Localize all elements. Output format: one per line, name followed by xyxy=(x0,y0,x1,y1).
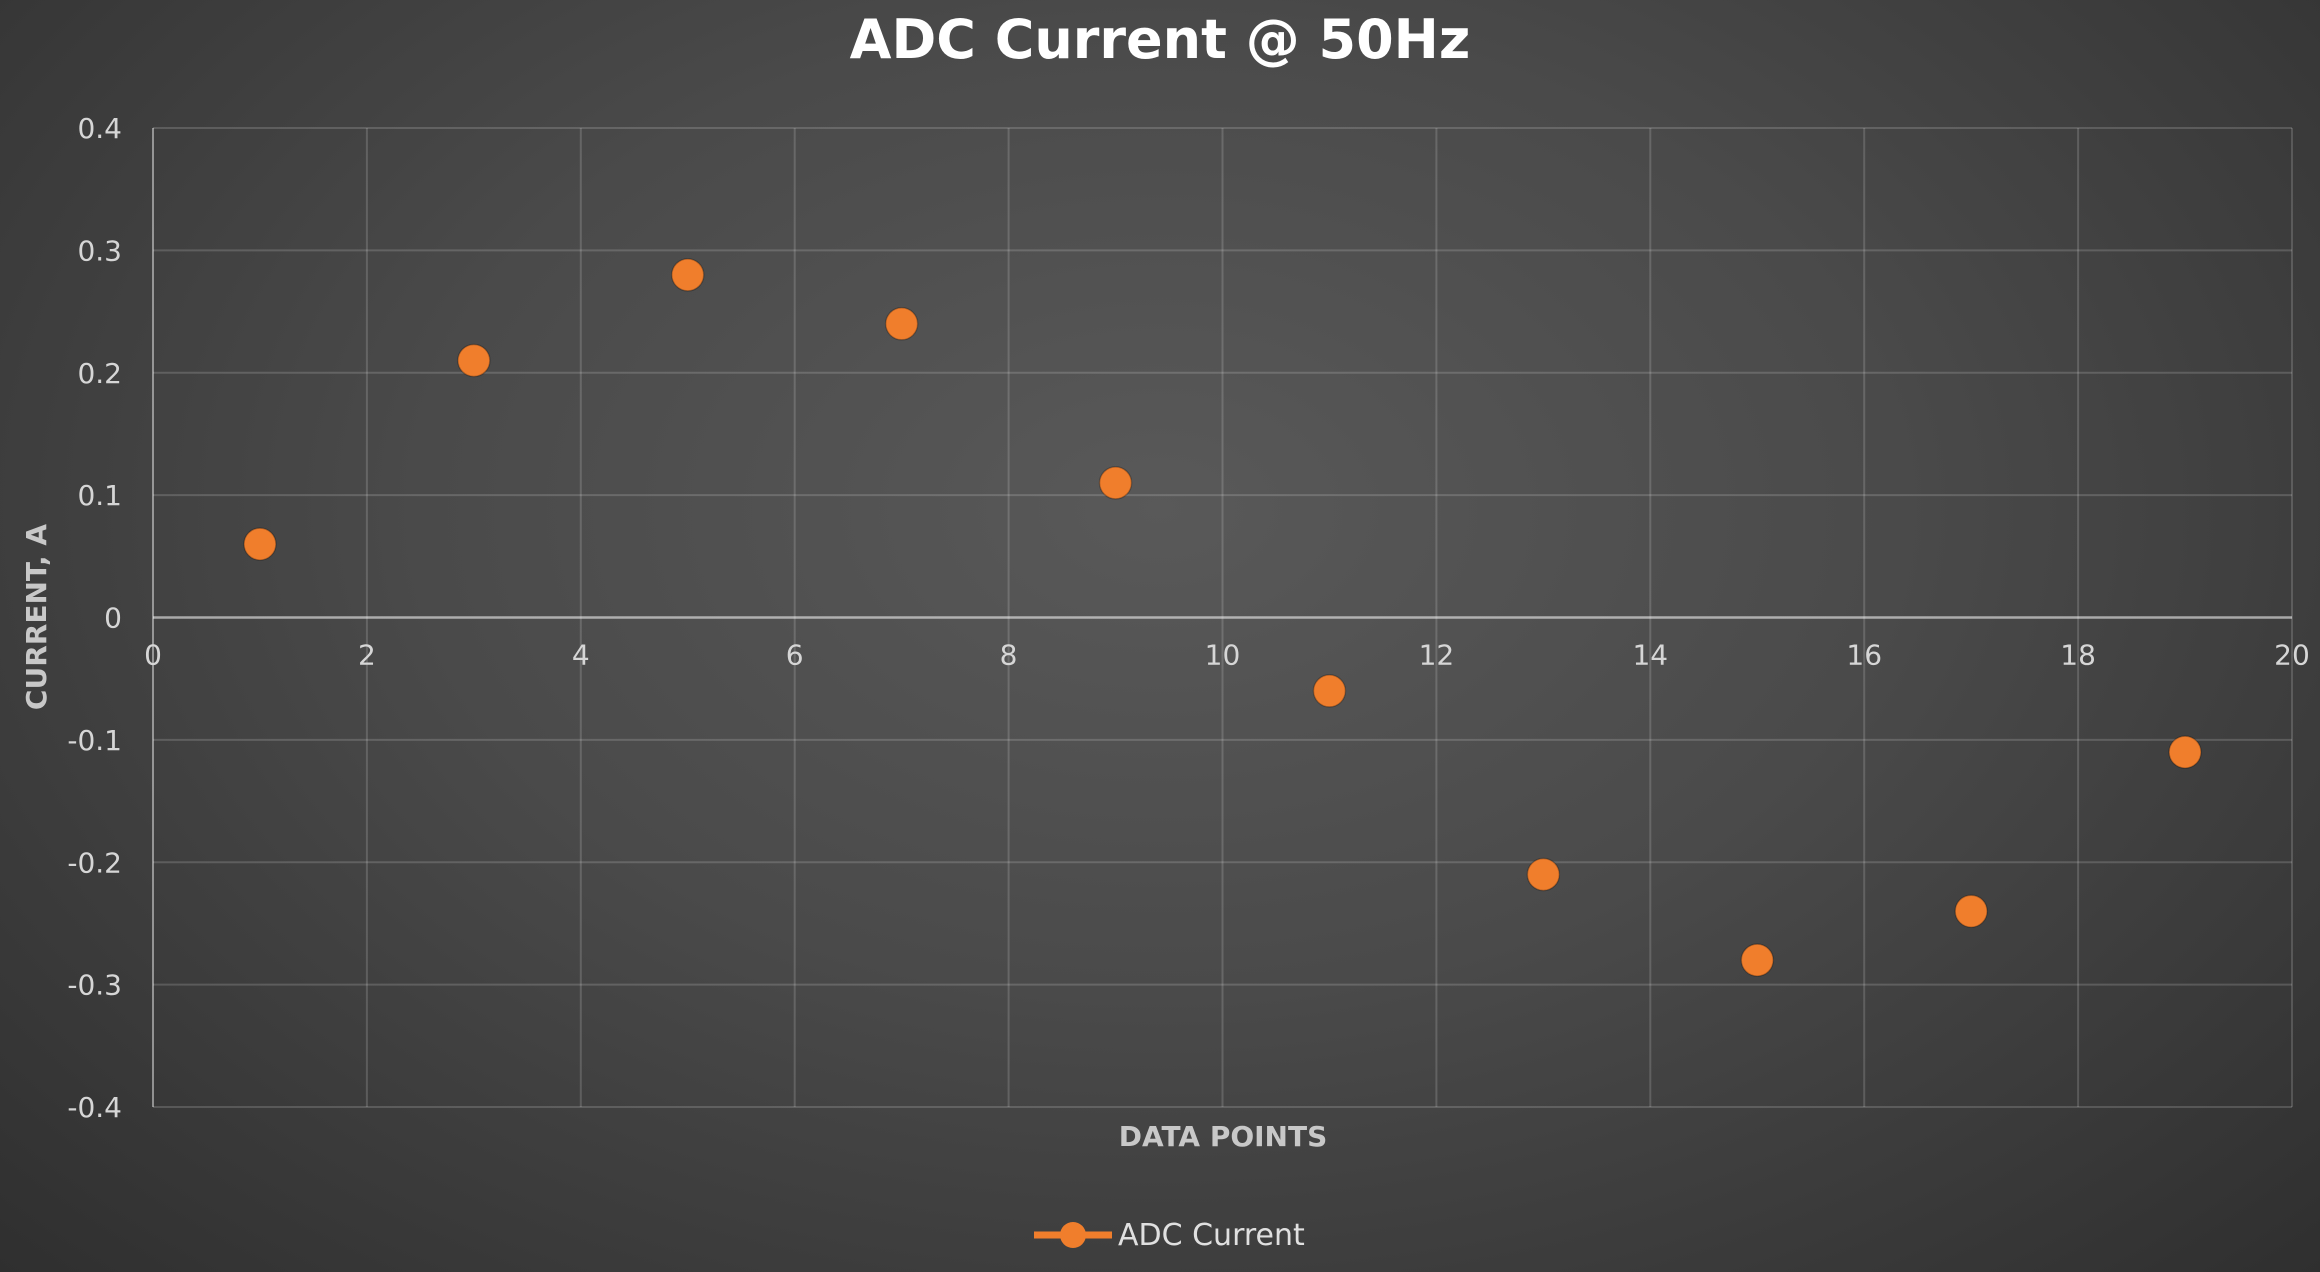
y-tick-label: -0.3 xyxy=(67,969,122,1002)
y-tick-label: 0.4 xyxy=(77,112,122,145)
x-axis-title: DATA POINTS xyxy=(1119,1120,1328,1153)
legend-label: ADC Current xyxy=(1118,1218,1305,1253)
y-tick-label: -0.4 xyxy=(67,1091,122,1124)
y-tick-label: -0.1 xyxy=(67,724,122,757)
data-point[interactable] xyxy=(1740,943,1774,977)
data-point[interactable] xyxy=(457,343,491,378)
y-axis-title: CURRENT, A xyxy=(20,524,53,710)
x-tick-label: 16 xyxy=(1846,639,1882,672)
x-tick-label: 2 xyxy=(358,639,376,672)
legend-marker-icon xyxy=(1060,1222,1086,1248)
x-tick-label: 6 xyxy=(786,639,804,672)
x-tick-labels: 0 2 4 6 8 10 12 14 16 18 20 xyxy=(144,639,2310,672)
data-point[interactable] xyxy=(2168,735,2202,769)
data-point[interactable] xyxy=(1526,857,1561,892)
data-point[interactable] xyxy=(243,527,277,561)
y-tick-label: 0.3 xyxy=(77,234,122,267)
y-tick-label: 0 xyxy=(104,602,122,635)
x-tick-label: 20 xyxy=(2274,639,2310,672)
y-tick-labels: 0.4 0.3 0.2 0.1 0 -0.1 -0.2 -0.3 -0.4 xyxy=(67,112,122,1124)
x-tick-label: 4 xyxy=(572,639,590,672)
data-point[interactable] xyxy=(671,258,705,292)
x-tick-label: 18 xyxy=(2060,639,2096,672)
chart-title: ADC Current @ 50Hz xyxy=(850,8,1471,71)
x-tick-label: 0 xyxy=(144,639,162,672)
axes xyxy=(152,128,2292,1107)
data-points xyxy=(243,258,2202,977)
data-point[interactable] xyxy=(1312,674,1347,708)
x-tick-label: 10 xyxy=(1205,639,1241,672)
x-tick-label: 12 xyxy=(1419,639,1455,672)
x-tick-label: 14 xyxy=(1632,639,1668,672)
data-point[interactable] xyxy=(1954,894,1988,928)
legend[interactable]: ADC Current xyxy=(1034,1218,1305,1253)
data-point[interactable] xyxy=(884,307,919,341)
y-tick-label: 0.1 xyxy=(77,479,122,512)
y-tick-label: -0.2 xyxy=(67,846,122,879)
data-point[interactable] xyxy=(1098,466,1133,500)
y-tick-label: 0.2 xyxy=(77,357,122,390)
x-tick-label: 8 xyxy=(1000,639,1018,672)
